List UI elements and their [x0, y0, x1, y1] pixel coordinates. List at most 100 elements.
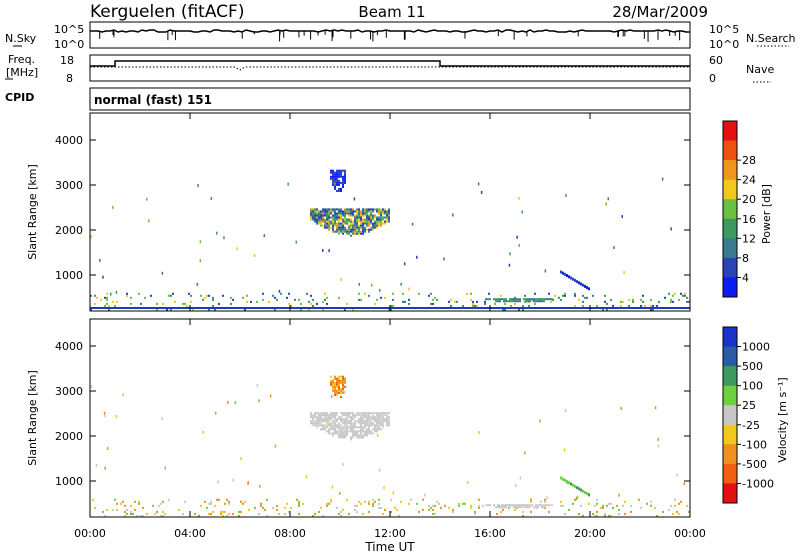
heatmap-cell: [340, 222, 342, 225]
heatmap-cell: [378, 210, 380, 213]
heatmap-cell: [259, 484, 261, 488]
heatmap-cell: [326, 296, 328, 299]
heatmap-cell: [199, 259, 202, 263]
heatmap-cell: [408, 302, 410, 305]
heatmap-cell: [258, 512, 260, 515]
heatmap-cell: [190, 294, 192, 297]
heatmap-cell: [368, 510, 370, 513]
heatmap-cell: [318, 424, 320, 427]
heatmap-cell: [338, 422, 340, 425]
heatmap-cell: [516, 235, 518, 239]
heatmap-cell: [334, 210, 336, 213]
heatmap-cell: [370, 420, 372, 423]
heatmap-cell: [607, 197, 610, 201]
heatmap-cell: [388, 412, 390, 415]
heatmap-cell: [204, 296, 206, 299]
heatmap-cell: [360, 418, 362, 421]
heatmap-cell: [348, 420, 350, 423]
heatmap-cell: [344, 422, 346, 425]
heatmap-cell: [480, 190, 483, 194]
heatmap-cell: [334, 387, 336, 390]
heatmap-cell: [364, 420, 366, 423]
heatmap-cell: [322, 216, 324, 219]
heatmap-cell: [342, 385, 344, 388]
heatmap-cell: [518, 243, 520, 247]
heatmap-cell: [560, 298, 562, 301]
heatmap-cell: [578, 281, 580, 285]
heatmap-cell: [338, 226, 340, 229]
heatmap-cell: [360, 412, 362, 415]
colorbar-tick-label: 4: [742, 271, 749, 284]
heatmap-cell: [364, 222, 366, 225]
heatmap-cell: [138, 502, 140, 505]
heatmap-cell: [384, 222, 386, 225]
heatmap-cell: [346, 302, 348, 305]
heatmap-cell: [497, 300, 499, 303]
heatmap-cell: [358, 434, 360, 437]
heatmap-cell: [366, 428, 368, 431]
heatmap-cell: [358, 298, 360, 301]
heatmap-cell: [104, 466, 106, 470]
heatmap-cell: [530, 498, 532, 501]
heatmap-cell: [288, 302, 290, 305]
heatmap-cell: [374, 224, 376, 227]
heatmap-cell: [298, 298, 300, 301]
heatmap-cell: [416, 502, 418, 505]
heatmap-cell: [574, 292, 576, 295]
heatmap-cell: [358, 292, 360, 295]
heatmap-cell: [322, 208, 324, 211]
heatmap-cell: [517, 504, 519, 507]
heatmap-cell: [525, 504, 527, 507]
heatmap-cell: [358, 420, 360, 423]
heatmap-cell: [346, 428, 348, 431]
heatmap-cell: [326, 422, 328, 425]
heatmap-cell: [148, 219, 150, 223]
heatmap-cell: [376, 433, 379, 437]
heatmap-cell: [562, 504, 564, 507]
heatmap-cell: [350, 422, 352, 425]
colorbar-swatch: [723, 238, 737, 259]
heatmap-cell: [332, 208, 334, 211]
heatmap-cell: [340, 216, 342, 219]
heatmap-cell: [340, 412, 342, 415]
heatmap-cell: [493, 298, 495, 301]
heatmap-cell: [328, 210, 330, 213]
heatmap-cell: [368, 228, 370, 231]
heatmap-cell: [250, 300, 252, 303]
heatmap-cell: [537, 504, 539, 507]
heatmap-cell: [344, 436, 346, 439]
heatmap-cell: [360, 212, 362, 215]
heatmap-cell: [244, 500, 246, 503]
heatmap-cell: [200, 294, 202, 297]
heatmap-cell: [216, 498, 218, 501]
heatmap-cell: [342, 214, 344, 217]
heatmap-cell: [334, 208, 336, 211]
heatmap-cell: [674, 292, 676, 295]
heatmap-cell: [388, 424, 390, 427]
heatmap-cell: [182, 302, 184, 305]
heatmap-cell: [368, 502, 370, 505]
heatmap-cell: [174, 300, 176, 303]
heatmap-cell: [356, 218, 358, 221]
heatmap-cell: [342, 226, 344, 229]
heatmap-cell: [358, 230, 360, 233]
heatmap-cell: [330, 222, 332, 225]
heatmap-cell: [256, 300, 258, 303]
heatmap-cell: [428, 294, 430, 297]
heatmap-cell: [330, 412, 332, 415]
heatmap-cell: [354, 222, 356, 225]
heatmap-cell: [380, 296, 382, 299]
heatmap-cell: [382, 416, 384, 419]
colorbar-tick-label: 100: [742, 380, 763, 393]
heatmap-cell: [344, 173, 346, 176]
heatmap-cell: [372, 224, 374, 227]
heatmap-cell: [380, 218, 382, 221]
heatmap-cell: [332, 389, 334, 392]
heatmap-cell: [432, 508, 434, 511]
heatmap-cell: [370, 432, 372, 435]
colorbar-swatch: [723, 346, 737, 367]
heatmap-cell: [232, 512, 234, 515]
heatmap-cell: [354, 226, 356, 229]
heatmap-cell: [376, 220, 378, 223]
